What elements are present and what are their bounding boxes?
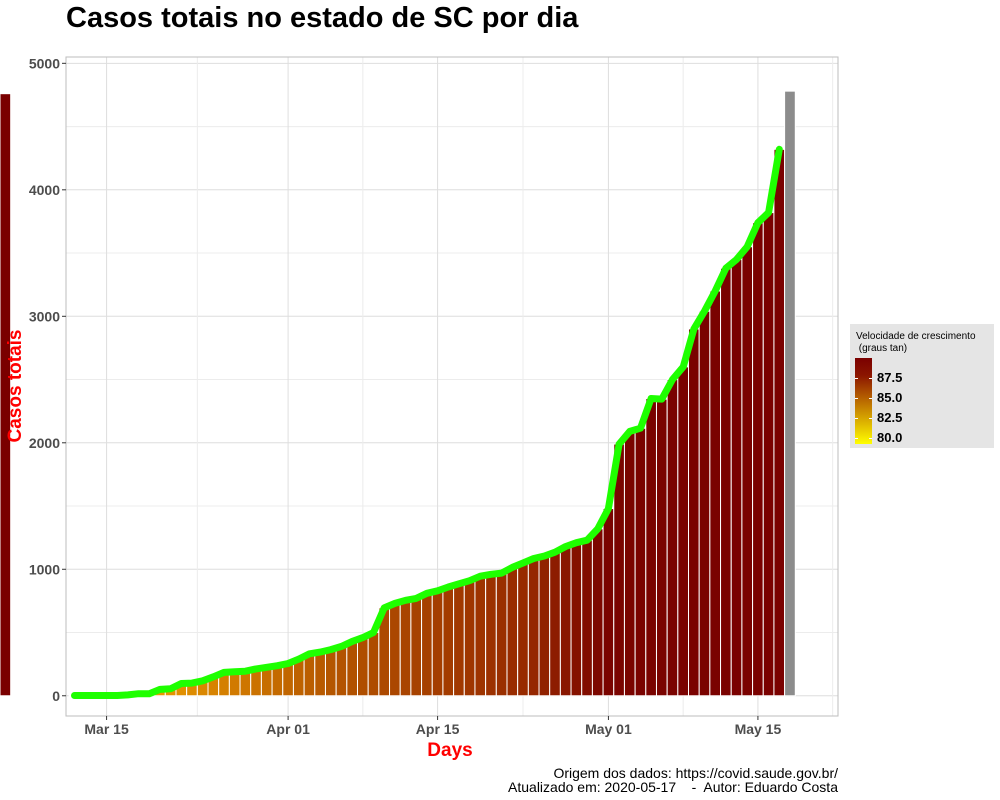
legend-label: 82.5 xyxy=(877,410,903,425)
y-tick-label: 5000 xyxy=(29,55,60,71)
bar xyxy=(239,670,252,697)
bar xyxy=(741,246,754,697)
bar xyxy=(762,212,775,697)
bar xyxy=(442,586,455,697)
bar xyxy=(335,645,348,697)
x-axis-title: Days xyxy=(427,740,472,761)
bar xyxy=(389,602,401,697)
y-tick-label: 4000 xyxy=(29,182,60,198)
bar xyxy=(485,573,497,697)
bar xyxy=(367,632,380,697)
plot-border xyxy=(65,56,839,717)
bar xyxy=(495,572,508,697)
bar xyxy=(591,528,604,697)
bar xyxy=(730,258,743,697)
legend-label: 87.5 xyxy=(877,370,903,385)
legend-title-line1: Velocidade de crescimento xyxy=(856,331,976,342)
bar xyxy=(453,583,465,697)
data-source-note: Origem dos dados: https://covid.saude.go… xyxy=(553,765,838,781)
bar xyxy=(346,640,359,697)
x-tick-label: Apr 01 xyxy=(266,721,310,737)
bar xyxy=(752,222,764,697)
y-axis: 0 1000 2000 3000 4000 5000 xyxy=(29,55,66,704)
y-tick-label: 1000 xyxy=(29,561,60,577)
bar xyxy=(0,93,12,697)
bar xyxy=(773,148,786,697)
bar xyxy=(303,653,316,697)
bar xyxy=(517,562,529,697)
x-tick-label: Mar 15 xyxy=(84,721,129,737)
bar xyxy=(720,267,732,697)
update-author-note: Atualizado em: 2020-05-17 - Autor: Eduar… xyxy=(508,779,838,795)
bar xyxy=(602,508,615,697)
bar xyxy=(463,580,476,697)
bar xyxy=(357,637,369,697)
bar xyxy=(260,666,273,697)
bar xyxy=(666,379,679,697)
bar xyxy=(506,566,519,697)
growth-line xyxy=(71,145,783,699)
bar xyxy=(527,558,540,697)
x-tick-label: May 15 xyxy=(735,721,782,737)
bar xyxy=(474,575,487,697)
bar xyxy=(698,310,711,697)
y-tick-label: 0 xyxy=(52,688,60,704)
bar xyxy=(709,290,722,697)
x-tick-label: Apr 15 xyxy=(416,721,460,737)
color-legend: Velocidade de crescimento (graus tan) 87… xyxy=(850,324,994,448)
x-axis: Mar 15 Apr 01 Apr 15 May 01 May 15 xyxy=(84,716,781,737)
legend-label: 80.0 xyxy=(877,430,903,445)
legend-color-bar xyxy=(855,358,872,444)
bar xyxy=(399,599,412,697)
bar xyxy=(410,597,423,697)
bar xyxy=(581,539,593,697)
y-tick-label: 2000 xyxy=(29,435,60,451)
bar xyxy=(292,658,305,697)
bar xyxy=(634,427,647,697)
bar xyxy=(688,328,700,697)
projection-bar xyxy=(784,90,796,697)
bar xyxy=(324,649,337,697)
bar xyxy=(314,651,326,697)
y-tick-label: 3000 xyxy=(29,308,60,324)
x-tick-label: May 01 xyxy=(585,721,632,737)
bar xyxy=(421,592,433,697)
y-axis-title: Casos totais xyxy=(5,330,26,443)
bar xyxy=(559,546,572,697)
bar xyxy=(623,430,636,697)
legend-title-line2: (graus tan) xyxy=(856,343,908,354)
bar xyxy=(655,398,668,697)
bar xyxy=(271,665,284,697)
legend-title: Velocidade de crescimento (graus tan) xyxy=(856,331,992,355)
bar xyxy=(645,398,657,697)
bar xyxy=(677,366,690,697)
bar xyxy=(282,663,294,697)
bar xyxy=(549,551,561,697)
chart-title: Casos totais no estado de SC por dia xyxy=(66,2,579,34)
bar xyxy=(538,555,551,697)
bar xyxy=(431,590,444,697)
bars-group xyxy=(0,90,796,697)
cumulative-line xyxy=(71,145,783,699)
bar xyxy=(570,542,583,697)
legend-label: 85.0 xyxy=(877,390,903,405)
